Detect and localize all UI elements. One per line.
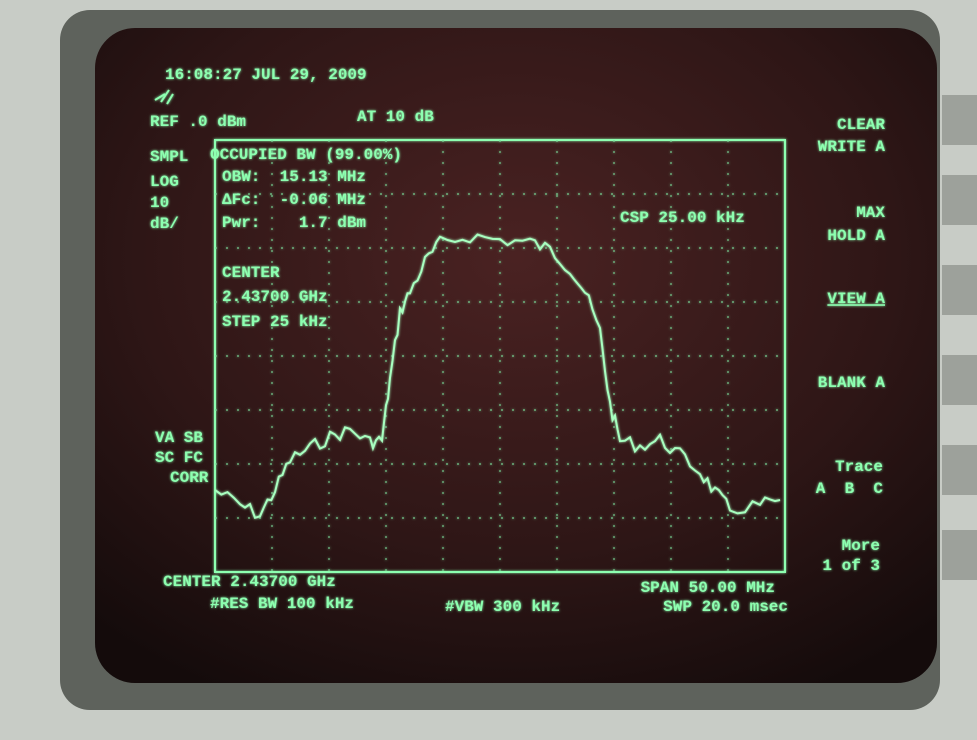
softkey-label: VIEW A bbox=[827, 290, 885, 308]
softkey-label: A B C bbox=[816, 480, 884, 498]
attenuation: AT 10 dB bbox=[357, 108, 434, 126]
softkey-button[interactable] bbox=[942, 530, 977, 580]
center-value: 2.43700 GHz bbox=[222, 288, 328, 306]
left-annotation: 10 bbox=[150, 194, 169, 212]
center-label: CENTER bbox=[222, 264, 280, 282]
softkey-label: CLEAR bbox=[837, 116, 885, 134]
softkey-label: BLANK A bbox=[818, 374, 886, 392]
footer-res-bw: #RES BW 100 kHz bbox=[210, 595, 354, 613]
footer-span: SPAN 50.00 MHz bbox=[641, 579, 775, 597]
softkey-label: 1 of 3 bbox=[822, 557, 880, 575]
timestamp: 16:08:27 JUL 29, 2009 bbox=[165, 66, 367, 84]
softkey-label: More bbox=[842, 537, 880, 555]
left-annotation: CORR bbox=[170, 469, 209, 487]
measurement-line: OBW: 15.13 MHz bbox=[222, 168, 366, 186]
softkey-button[interactable] bbox=[942, 175, 977, 225]
instrument-photo: 16:08:27 JUL 29, 2009 REF .0 dBm AT 10 d… bbox=[0, 0, 977, 740]
left-annotation: SMPL bbox=[150, 148, 188, 166]
left-annotation: SC FC bbox=[155, 449, 203, 467]
softkey-button[interactable] bbox=[942, 265, 977, 315]
left-annotation: VA SB bbox=[155, 429, 203, 447]
softkey-label: HOLD A bbox=[827, 227, 885, 245]
channel-spacing: CSP 25.00 kHz bbox=[620, 209, 745, 227]
reference-level: REF .0 dBm bbox=[150, 113, 246, 131]
softkey-label: WRITE A bbox=[818, 138, 886, 156]
softkey-button[interactable] bbox=[942, 95, 977, 145]
softkey-button[interactable] bbox=[942, 355, 977, 405]
footer-sweep: SWP 20.0 msec bbox=[663, 598, 788, 616]
softkey-label: MAX bbox=[856, 204, 885, 222]
softkey-button[interactable] bbox=[942, 445, 977, 495]
measurement-line: ΔFc: -0.06 MHz bbox=[222, 191, 366, 209]
footer-center: CENTER 2.43700 GHz bbox=[163, 573, 336, 591]
left-annotation: LOG bbox=[150, 173, 179, 191]
step: STEP 25 kHz bbox=[222, 313, 328, 331]
softkey-label: Trace bbox=[835, 458, 883, 476]
measurement-line: Pwr: 1.7 dBm bbox=[222, 214, 366, 232]
footer-vbw: #VBW 300 kHz bbox=[445, 598, 560, 616]
left-annotation: dB/ bbox=[150, 215, 179, 233]
measurement-title: OCCUPIED BW (99.00%) bbox=[210, 146, 402, 164]
